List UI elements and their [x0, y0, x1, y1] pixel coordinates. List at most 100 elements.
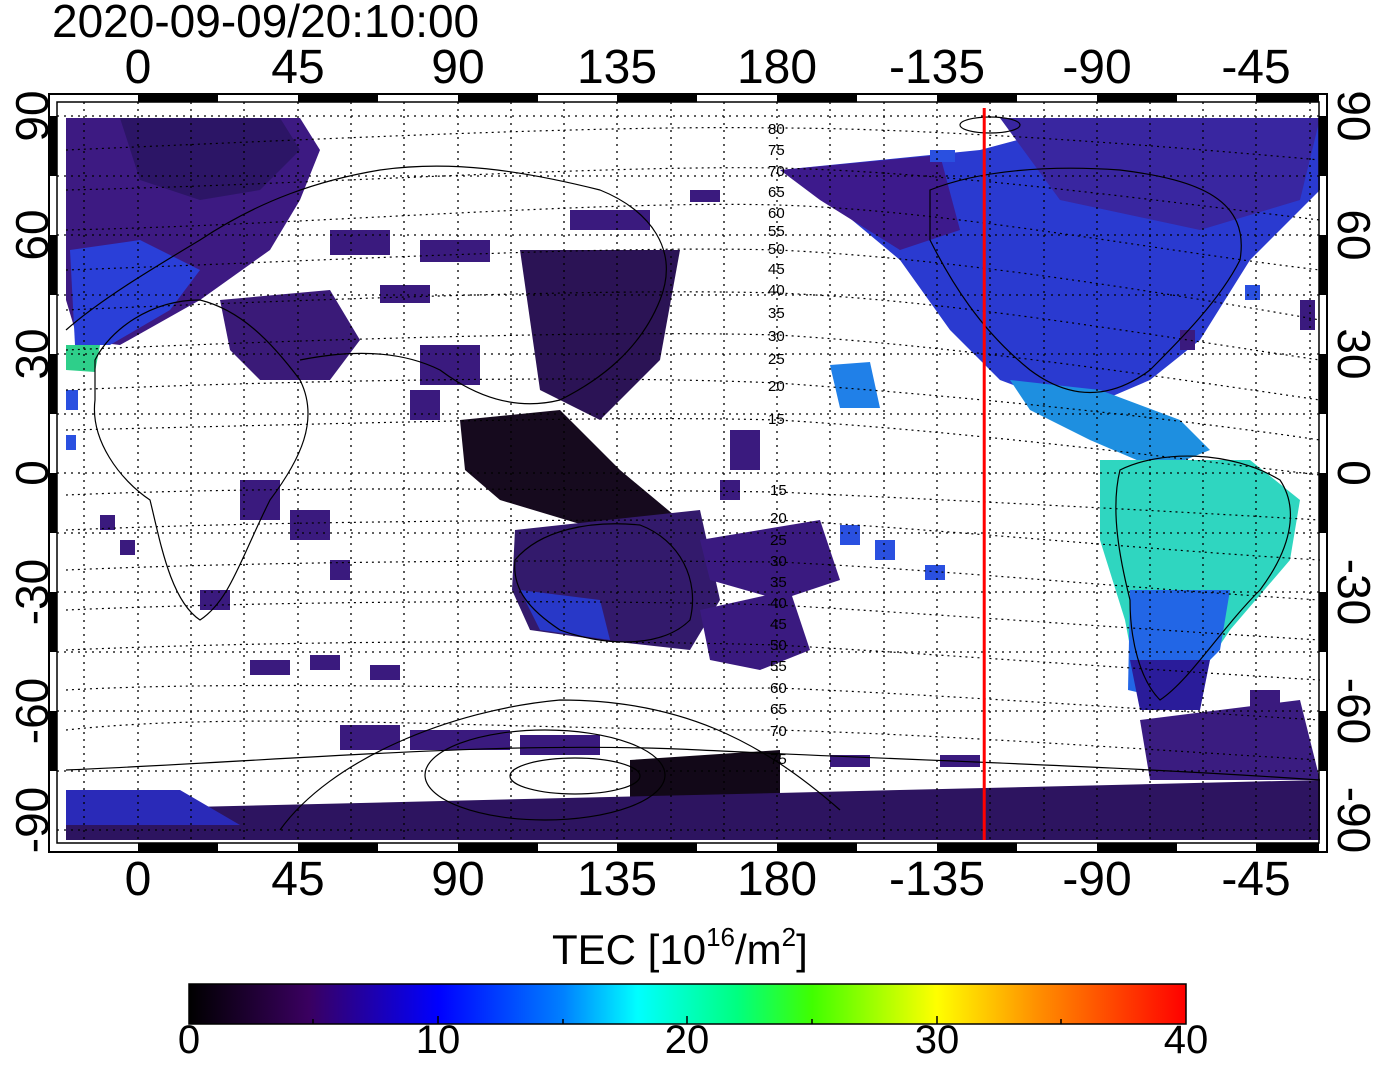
tec-pixel — [720, 480, 740, 500]
frame-segment — [1319, 235, 1326, 295]
contour-line — [65, 720, 1321, 761]
tec-pixel — [120, 540, 135, 555]
tec-region-nz — [700, 590, 810, 670]
tec-pixel — [66, 390, 78, 410]
frame-segment — [298, 95, 378, 102]
tec-region-indonesia — [460, 410, 680, 530]
tec-pixel — [380, 285, 430, 303]
tec-region-europe-blue — [70, 240, 200, 345]
contour-label: 55 — [770, 658, 787, 675]
contour-label: 75 — [770, 751, 787, 768]
tec-region-australia-blue — [520, 590, 610, 640]
contour-label: 15 — [770, 482, 787, 499]
tec-pixel — [570, 210, 650, 230]
tec-pixel — [310, 655, 340, 670]
lon-label-top: 180 — [736, 41, 818, 94]
tec-pixel — [410, 730, 510, 750]
tec-region-asia-east — [520, 250, 680, 420]
frame-segment — [298, 843, 378, 851]
contour-labels-north: 80 75 70 65 60 55 50 45 40 35 30 25 20 1… — [768, 121, 785, 428]
tec-region-hawaii — [830, 362, 880, 408]
frame-segment — [1319, 116, 1326, 176]
tec-region-patagonia — [1130, 660, 1210, 710]
contour-label: 70 — [768, 163, 785, 180]
colorbar-tick-label: 10 — [415, 1018, 461, 1062]
frame-segment — [777, 843, 857, 851]
contour-label: 30 — [770, 553, 787, 570]
colorbar-tick-label: 40 — [1163, 1018, 1209, 1062]
contour-line — [65, 333, 1321, 401]
lon-label-top: 90 — [431, 41, 485, 94]
lon-label-bottom: 180 — [736, 853, 818, 906]
contour-label: 40 — [770, 595, 787, 612]
tec-pixel — [875, 540, 895, 560]
tec-region-sw-pacific — [700, 520, 840, 600]
colorbar-tick-label: 0 — [177, 1018, 201, 1062]
frame-segment — [138, 95, 218, 102]
contour-label: 80 — [768, 121, 785, 138]
frame-segment — [617, 843, 697, 851]
geomagnetic-pole-contour — [279, 699, 841, 831]
coastline-eurasia — [65, 165, 667, 405]
tec-region-antarctic-americas — [1140, 700, 1320, 780]
frame-segment — [458, 843, 538, 851]
contour-label: 25 — [770, 532, 787, 549]
colorbar-title-unit: /m — [734, 926, 782, 973]
colorbar-title-prefix: TEC [10 — [552, 926, 707, 973]
coastline-australia — [514, 523, 694, 643]
contour-label: 30 — [768, 328, 785, 345]
frame-segment — [777, 95, 857, 102]
frame-checker — [50, 95, 1326, 851]
lon-label-bottom: -90 — [1062, 853, 1132, 906]
frame-segment — [458, 95, 538, 102]
contour-label: 45 — [768, 261, 785, 278]
lon-label-bottom: -45 — [1221, 853, 1291, 906]
colorbar-title: TEC [1016/m2] — [552, 922, 808, 974]
colorbar-title-suffix: ] — [796, 926, 808, 973]
frame-segment — [937, 843, 1017, 851]
contour-label: 25 — [768, 351, 785, 368]
tec-region-antarctic-west — [66, 790, 240, 825]
colorbar-title-exponent: 16 — [706, 922, 735, 952]
tec-pixel — [1250, 690, 1280, 710]
contour-labels-south: 15 20 25 30 35 40 45 50 55 60 65 70 75 — [770, 482, 787, 768]
lon-label-bottom: 0 — [124, 853, 152, 906]
tec-pixel — [520, 735, 600, 755]
tec-pixel — [1245, 285, 1260, 300]
lon-label-top: -45 — [1221, 41, 1291, 94]
frame-segment — [1319, 711, 1326, 771]
contour-label: 60 — [770, 680, 787, 697]
frame-segment — [50, 711, 57, 771]
tec-pixel — [420, 240, 490, 262]
contour-label: 45 — [770, 616, 787, 633]
tec-data-layer — [66, 118, 1320, 840]
lon-label-top: -135 — [888, 41, 986, 94]
tec-region-iberia-cyan — [66, 345, 100, 372]
frame-segment — [1256, 843, 1319, 851]
coastline-north-america — [929, 167, 1242, 394]
coastline-antarctica — [65, 746, 1321, 781]
tec-pixel — [100, 515, 115, 530]
tec-pixel — [330, 230, 390, 255]
lon-label-top: 45 — [271, 41, 325, 94]
contour-label: 50 — [768, 241, 785, 258]
geomagnetic-pole-contour — [509, 757, 641, 795]
tec-pixel — [240, 480, 280, 520]
contour-line — [65, 203, 1321, 271]
contour-label: 40 — [768, 282, 785, 299]
lon-label-bottom: -135 — [888, 853, 986, 906]
contour-line — [65, 291, 1321, 361]
tec-pixel — [1300, 300, 1315, 330]
tec-pixel — [830, 755, 870, 767]
geomagnetic-pole-contour — [424, 729, 666, 821]
tec-pixel — [730, 430, 760, 470]
contour-label: 65 — [768, 184, 785, 201]
lon-label-top: 0 — [124, 41, 152, 94]
contour-label: 75 — [768, 142, 785, 159]
tec-region-europe-highlat — [120, 118, 300, 200]
timestamp: 2020-09-09/20:10:00 — [52, 0, 480, 47]
colorbar-title-exponent: 2 — [781, 922, 797, 952]
contour-line — [65, 248, 1321, 321]
tec-pixel — [925, 565, 945, 580]
